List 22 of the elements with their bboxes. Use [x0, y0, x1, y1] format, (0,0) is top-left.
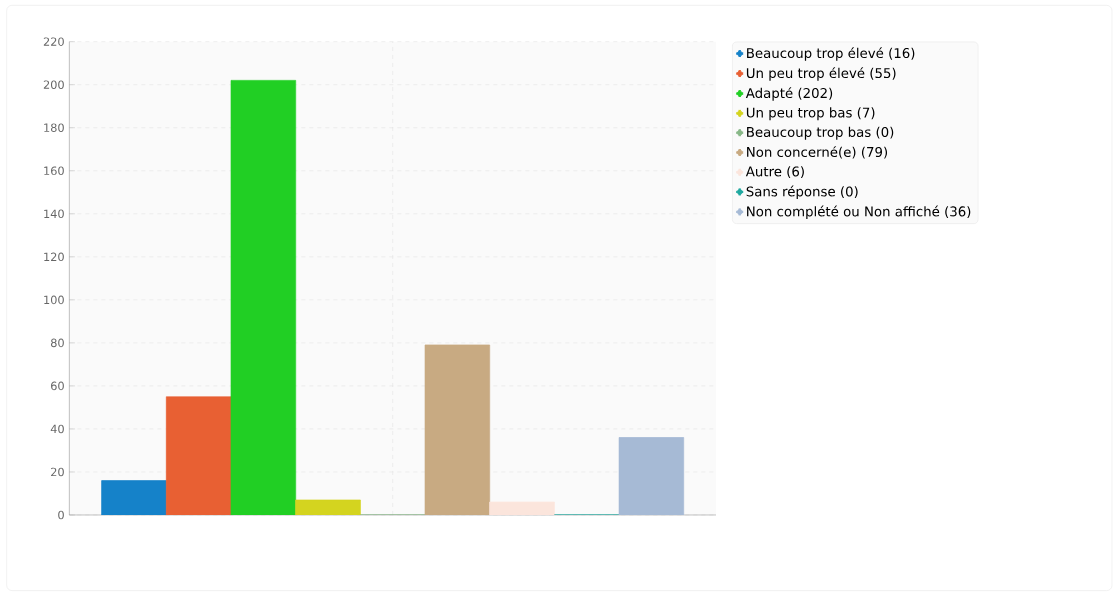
y-tick-label: 220	[43, 37, 64, 46]
legend-label: Un peu trop élevé (55)	[746, 67, 896, 81]
y-tick-label: 0	[58, 510, 64, 520]
legend-label: Autre (6)	[745, 166, 804, 179]
legend-label: Adapté (202)	[745, 87, 833, 101]
y-tick-label: 200	[43, 80, 64, 89]
y-tick-label: 140	[44, 209, 64, 219]
y-tick-label: 60	[51, 381, 64, 391]
legend-label: Non concerné(e) (79)	[747, 146, 888, 159]
y-tick-label: 40	[50, 424, 64, 434]
legend-label: Un peu trop bas (7)	[746, 107, 875, 121]
legend-label: Beaucoup trop élevé (16)	[747, 47, 915, 61]
legend-label: Beaucoup trop bas (0)	[747, 126, 894, 140]
bar	[295, 499, 361, 515]
y-tick-label: 160	[44, 166, 64, 176]
y-tick-label: 100	[44, 295, 64, 305]
y-tick-label: 180	[44, 123, 64, 133]
y-tick-label: 20	[51, 467, 64, 477]
y-tick-label: 80	[50, 338, 64, 348]
legend-label: Sans réponse (0)	[746, 185, 858, 200]
y-tick-label: 120	[44, 252, 64, 262]
legend-label: Non complété ou Non affiché (36)	[747, 205, 971, 220]
